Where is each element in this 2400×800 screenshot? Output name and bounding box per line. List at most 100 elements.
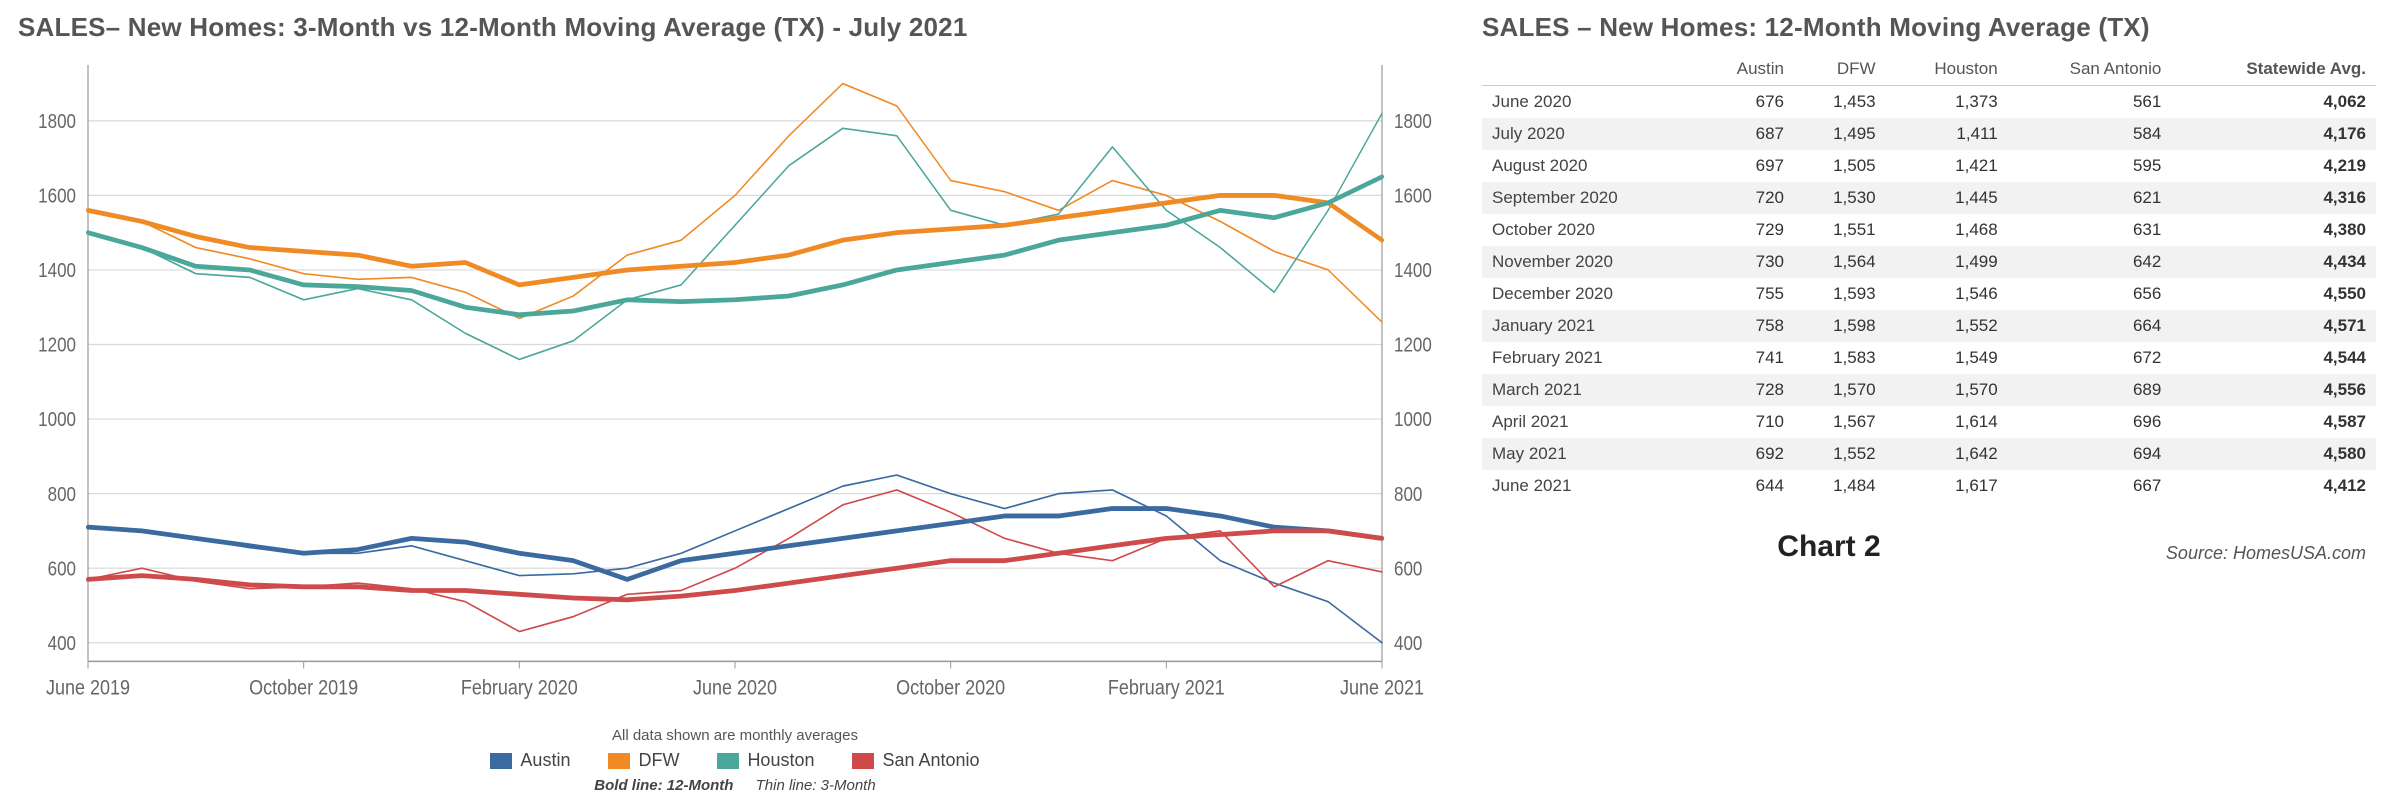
table-cell: October 2020 — [1482, 214, 1695, 246]
table-cell: 1,598 — [1794, 310, 1886, 342]
table-cell: December 2020 — [1482, 278, 1695, 310]
table-cell: 729 — [1695, 214, 1794, 246]
table-cell: 728 — [1695, 374, 1794, 406]
table-cell: 1,552 — [1886, 310, 2008, 342]
table-cell: 4,219 — [2171, 150, 2376, 182]
data-table: AustinDFWHoustonSan AntonioStatewide Avg… — [1482, 53, 2376, 502]
table-cell: 4,434 — [2171, 246, 2376, 278]
table-cell: 1,583 — [1794, 342, 1886, 374]
table-cell: 1,484 — [1794, 470, 1886, 502]
table-cell: 1,614 — [1886, 406, 2008, 438]
legend-note: All data shown are monthly averages — [18, 727, 1452, 744]
table-cell: 1,453 — [1794, 86, 1886, 119]
svg-text:June 2020: June 2020 — [693, 676, 777, 700]
legend: All data shown are monthly averages Aust… — [18, 721, 1452, 794]
legend-item-houston: Houston — [717, 750, 814, 771]
svg-text:June 2021: June 2021 — [1340, 676, 1424, 700]
table-row: February 20217411,5831,5496724,544 — [1482, 342, 2376, 374]
table-cell: 4,412 — [2171, 470, 2376, 502]
legend-item-dfw: DFW — [608, 750, 679, 771]
table-cell: 1,546 — [1886, 278, 2008, 310]
table-row: December 20207551,5931,5466564,550 — [1482, 278, 2376, 310]
svg-text:October 2020: October 2020 — [896, 676, 1005, 700]
svg-text:October 2019: October 2019 — [249, 676, 358, 700]
chart-number-label: Chart 2 — [1777, 530, 1880, 564]
svg-text:1200: 1200 — [38, 333, 76, 356]
table-header: Statewide Avg. — [2171, 53, 2376, 86]
table-cell: 1,411 — [1886, 118, 2008, 150]
table-cell: 689 — [2008, 374, 2172, 406]
table-cell: 730 — [1695, 246, 1794, 278]
svg-text:1000: 1000 — [1394, 408, 1432, 431]
svg-text:1800: 1800 — [38, 110, 76, 133]
svg-text:June 2019: June 2019 — [46, 676, 130, 700]
table-header: Houston — [1886, 53, 2008, 86]
table-cell: 755 — [1695, 278, 1794, 310]
svg-text:400: 400 — [48, 631, 76, 654]
table-cell: 720 — [1695, 182, 1794, 214]
legend-label: Austin — [520, 750, 570, 771]
table-row: June 20216441,4841,6176674,412 — [1482, 470, 2376, 502]
table-header — [1482, 53, 1695, 86]
table-cell: April 2021 — [1482, 406, 1695, 438]
table-header: Austin — [1695, 53, 1794, 86]
svg-text:800: 800 — [1394, 482, 1422, 505]
table-cell: 584 — [2008, 118, 2172, 150]
table-cell: 741 — [1695, 342, 1794, 374]
chart-title: SALES– New Homes: 3-Month vs 12-Month Mo… — [18, 12, 1452, 43]
table-header: DFW — [1794, 53, 1886, 86]
table-row: August 20206971,5051,4215954,219 — [1482, 150, 2376, 182]
svg-text:1200: 1200 — [1394, 333, 1432, 356]
table-cell: 4,176 — [2171, 118, 2376, 150]
table-cell: 4,580 — [2171, 438, 2376, 470]
table-cell: 595 — [2008, 150, 2172, 182]
legend-label: San Antonio — [882, 750, 979, 771]
table-cell: January 2021 — [1482, 310, 1695, 342]
svg-text:600: 600 — [48, 557, 76, 580]
table-row: October 20207291,5511,4686314,380 — [1482, 214, 2376, 246]
table-cell: 696 — [2008, 406, 2172, 438]
table-cell: 1,499 — [1886, 246, 2008, 278]
legend-label: Houston — [747, 750, 814, 771]
legend-swatch — [717, 753, 739, 769]
table-cell: 4,556 — [2171, 374, 2376, 406]
table-cell: 4,062 — [2171, 86, 2376, 119]
table-cell: June 2021 — [1482, 470, 1695, 502]
table-cell: 1,567 — [1794, 406, 1886, 438]
table-cell: 758 — [1695, 310, 1794, 342]
table-cell: February 2021 — [1482, 342, 1695, 374]
legend-label: DFW — [638, 750, 679, 771]
table-cell: 1,468 — [1886, 214, 2008, 246]
legend-swatch — [608, 753, 630, 769]
table-header-row: AustinDFWHoustonSan AntonioStatewide Avg… — [1482, 53, 2376, 86]
legend-swatch — [490, 753, 512, 769]
table-cell: 621 — [2008, 182, 2172, 214]
table-cell: 692 — [1695, 438, 1794, 470]
table-cell: 710 — [1695, 406, 1794, 438]
table-cell: 561 — [2008, 86, 2172, 119]
table-cell: 1,505 — [1794, 150, 1886, 182]
table-cell: 1,445 — [1886, 182, 2008, 214]
table-cell: 672 — [2008, 342, 2172, 374]
table-header: San Antonio — [2008, 53, 2172, 86]
chart-svg: 4004006006008008001000100012001200140014… — [18, 53, 1452, 721]
table-cell: 1,617 — [1886, 470, 2008, 502]
table-cell: July 2020 — [1482, 118, 1695, 150]
svg-text:1600: 1600 — [1394, 184, 1432, 207]
svg-text:1600: 1600 — [38, 184, 76, 207]
table-row: April 20217101,5671,6146964,587 — [1482, 406, 2376, 438]
svg-text:1400: 1400 — [1394, 259, 1432, 282]
legend-line-style: Bold line: 12-Month Thin line: 3-Month — [18, 777, 1452, 794]
legend-row: Austin DFW Houston San Antonio — [18, 750, 1452, 771]
table-cell: 642 — [2008, 246, 2172, 278]
table-cell: 1,421 — [1886, 150, 2008, 182]
table-cell: June 2020 — [1482, 86, 1695, 119]
table-cell: August 2020 — [1482, 150, 1695, 182]
table-cell: 4,316 — [2171, 182, 2376, 214]
table-cell: 1,530 — [1794, 182, 1886, 214]
svg-text:1400: 1400 — [38, 259, 76, 282]
table-cell: 1,495 — [1794, 118, 1886, 150]
table-cell: March 2021 — [1482, 374, 1695, 406]
table-cell: 1,564 — [1794, 246, 1886, 278]
table-cell: May 2021 — [1482, 438, 1695, 470]
